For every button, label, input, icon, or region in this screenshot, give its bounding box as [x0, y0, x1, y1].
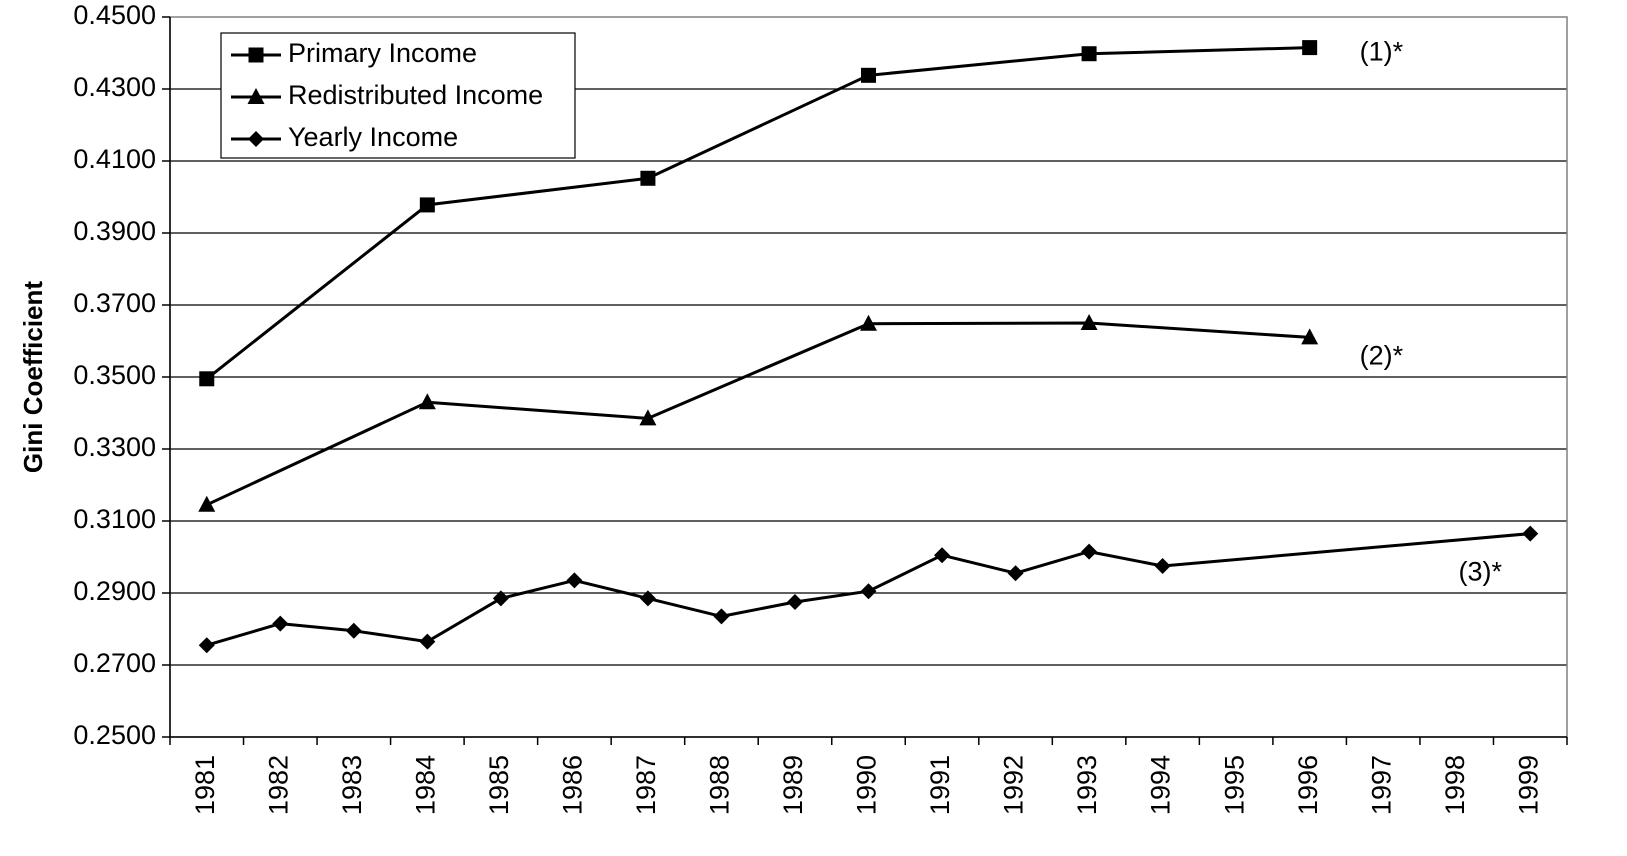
data-point-yearly-income	[345, 622, 362, 639]
series-line-redistributed-income	[206, 321, 1310, 507]
x-tick-label: 1993	[1072, 755, 1102, 815]
legend-marker-primary-income	[248, 47, 264, 63]
data-point-redistributed-income	[860, 314, 877, 331]
data-point-yearly-income	[419, 633, 436, 650]
series-layer	[198, 40, 1539, 654]
annotation-redistributed-income: (2)*	[1360, 341, 1404, 371]
x-tick-label: 1998	[1440, 755, 1470, 815]
data-point-redistributed-income	[639, 409, 657, 426]
x-tick-label: 1987	[631, 755, 661, 815]
x-tick-label: 1986	[558, 755, 588, 815]
data-point-yearly-income	[492, 590, 509, 607]
data-point-yearly-income	[639, 590, 656, 607]
data-point-yearly-income	[1007, 565, 1024, 582]
x-tick-label: 1983	[337, 755, 367, 815]
data-point-primary-income	[199, 371, 215, 387]
x-tick-label: 1990	[852, 755, 882, 815]
data-point-yearly-income	[566, 572, 583, 589]
x-tick-label: 1982	[263, 755, 293, 815]
data-point-yearly-income	[1522, 525, 1539, 542]
x-tick-label: 1984	[410, 755, 440, 815]
y-axis-title: Gini Coefficient	[18, 281, 48, 473]
y-tick-label: 0.3300	[73, 432, 156, 462]
annotation-yearly-income: (3)*	[1458, 557, 1502, 587]
y-tick-label: 0.3500	[73, 360, 156, 390]
data-point-primary-income	[1081, 46, 1097, 62]
y-tick-label: 0.4300	[73, 72, 156, 102]
legend-label-primary-income: Primary Income	[288, 38, 477, 68]
x-tick-label: 1989	[778, 755, 808, 815]
series-line-primary-income	[205, 46, 1310, 380]
x-tick-label: 1991	[925, 755, 955, 815]
grid-lines	[170, 88, 1567, 666]
y-tick-label: 0.2500	[73, 720, 156, 750]
data-point-yearly-income	[786, 594, 803, 610]
data-point-yearly-income	[934, 547, 951, 564]
x-tick-label: 1985	[484, 755, 514, 815]
x-tick-label: 1996	[1293, 755, 1323, 815]
x-tick-label: 1997	[1366, 755, 1396, 815]
x-tick-label: 1992	[999, 755, 1029, 815]
x-tick-label: 1995	[1219, 755, 1249, 815]
legend-marker-redistributed-income	[247, 88, 265, 104]
series-redistributed-income	[198, 314, 1319, 512]
axes: 0.2500 0.2700 0.2900 0.3100 0.3300 0.3500 0.37…	[73, 0, 1568, 815]
x-tick-label: 1994	[1146, 755, 1176, 815]
x-tick-label: 1988	[705, 755, 735, 815]
y-tick-label: 0.4100	[73, 144, 156, 174]
data-point-yearly-income	[860, 583, 877, 600]
legend: Primary Income Redistributed Income Yearly…	[220, 32, 576, 159]
x-tick-label: 1999	[1513, 755, 1543, 815]
data-point-yearly-income	[272, 615, 289, 632]
y-tick-label: 0.2700	[73, 648, 156, 678]
data-point-redistributed-income	[1301, 328, 1319, 345]
data-point-primary-income	[861, 67, 876, 83]
data-point-yearly-income	[713, 608, 730, 625]
series-annotations: (1)* (2)* (3)*	[1360, 37, 1503, 587]
data-point-redistributed-income	[198, 495, 216, 512]
y-tick-label: 0.3900	[73, 216, 156, 246]
y-tick-label: 0.3100	[73, 504, 156, 534]
data-point-primary-income	[1302, 40, 1318, 56]
y-tick-label: 0.2900	[73, 576, 156, 606]
y-tick-label: 0.4500	[73, 0, 156, 30]
legend-label-yearly-income: Yearly Income	[288, 122, 458, 152]
legend-label-redistributed-income: Redistributed Income	[288, 80, 543, 110]
data-point-redistributed-income	[1080, 314, 1098, 330]
series-primary-income	[199, 40, 1318, 387]
data-point-redistributed-income	[418, 393, 436, 410]
data-point-primary-income	[419, 197, 435, 213]
x-tick-label: 1981	[190, 755, 220, 815]
series-yearly-income	[198, 525, 1539, 654]
legend-marker-yearly-income	[248, 131, 264, 147]
annotation-primary-income: (1)*	[1360, 37, 1404, 67]
y-tick-label: 0.3700	[73, 288, 156, 318]
data-point-yearly-income	[1081, 543, 1098, 560]
data-point-yearly-income	[1154, 558, 1171, 574]
data-point-yearly-income	[198, 637, 215, 654]
data-point-primary-income	[640, 170, 656, 186]
